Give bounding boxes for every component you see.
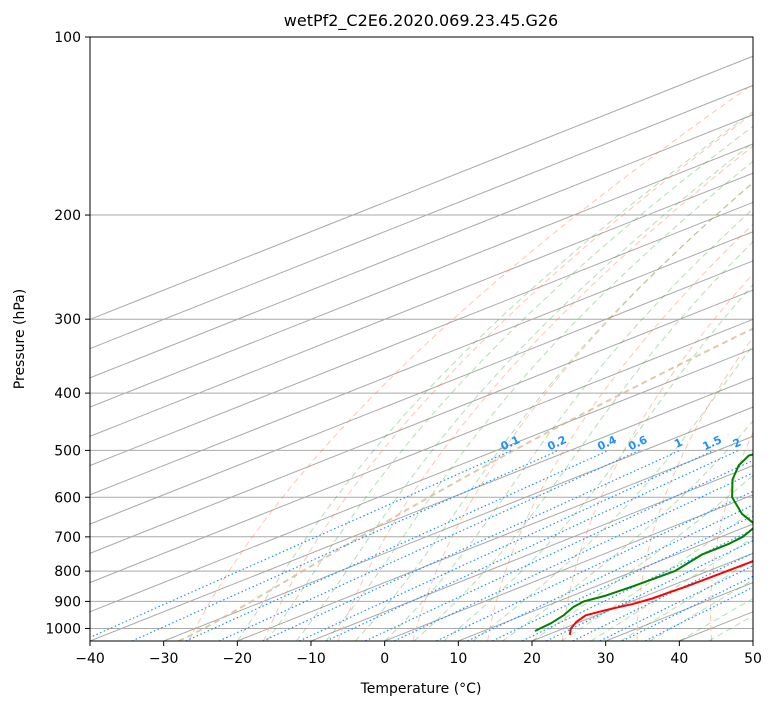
moist-adiabat xyxy=(443,283,753,641)
isotherm-gridline xyxy=(90,260,753,525)
mixing-ratio-line xyxy=(131,449,559,641)
mixing-ratio-line xyxy=(467,504,753,641)
y-tick-label: 100 xyxy=(54,30,81,46)
moist-adiabat xyxy=(708,615,753,641)
dry-adiabat xyxy=(337,145,753,641)
isotherm-gridline xyxy=(90,55,753,320)
x-tick-label: −40 xyxy=(75,651,105,667)
dewpoint-trace xyxy=(534,453,753,632)
x-tick-label: 0 xyxy=(380,651,389,667)
mixing-ratio-line xyxy=(325,449,739,641)
moist-adiabat xyxy=(620,559,753,641)
lcl-reference-curve xyxy=(177,327,753,641)
y-axis-title: Pressure (hPa) xyxy=(12,289,28,389)
mixing-ratio-line xyxy=(298,449,714,641)
mixing-ratio-label: 2 xyxy=(731,436,743,451)
moist-adiabat xyxy=(295,142,753,641)
moist-adiabat xyxy=(472,344,753,641)
mixing-ratio-line xyxy=(572,552,753,641)
mixing-ratio-label: 1 xyxy=(672,436,684,451)
y-tick-label: 700 xyxy=(54,530,81,546)
y-tick-label: 800 xyxy=(54,564,81,580)
mixing-ratio-line xyxy=(644,586,753,641)
y-tick-label: 900 xyxy=(54,594,81,610)
isotherm-gridline xyxy=(90,231,753,496)
y-tick-label: 500 xyxy=(54,443,81,459)
isotherm-gridline xyxy=(752,640,753,641)
temperature-trace xyxy=(568,560,753,635)
mixing-ratio-line xyxy=(365,459,753,641)
isotherm-gridline xyxy=(237,435,753,641)
isotherm-gridline xyxy=(90,172,753,437)
moist-adiabat xyxy=(413,240,753,641)
mixing-ratio-line xyxy=(262,449,681,641)
dry-adiabat xyxy=(561,273,753,641)
x-tick-label: −10 xyxy=(296,651,326,667)
mixing-ratio-line xyxy=(436,490,753,641)
moist-adiabat xyxy=(502,420,753,641)
y-tick-label: 600 xyxy=(54,490,81,506)
x-tick-label: 50 xyxy=(744,651,762,667)
dry-adiabat xyxy=(709,431,753,641)
dry-adiabat xyxy=(636,336,753,641)
moist-adiabat xyxy=(590,537,753,641)
isotherm-gridline xyxy=(90,289,753,554)
plot-frame xyxy=(89,36,754,642)
axes: −40 −30 −20 −10 0 10 20 30 40 50 100 200 300 400 500 60… xyxy=(45,30,762,667)
moist-adiabat xyxy=(384,208,753,641)
isotherm-gridline xyxy=(679,611,753,641)
dry-adiabat xyxy=(263,112,753,641)
moist-adiabat xyxy=(236,111,753,641)
isotherm-gridline xyxy=(531,552,753,641)
moist-adiabat xyxy=(649,579,753,641)
isotherm-gridline xyxy=(458,523,753,641)
mixing-ratio-line xyxy=(622,575,753,641)
x-tick-label: 10 xyxy=(449,651,467,667)
isotherm-gridline xyxy=(90,143,753,408)
x-tick-label: 40 xyxy=(670,651,688,667)
x-axis-title: Temperature (°C) xyxy=(360,681,482,697)
y-tick-label: 200 xyxy=(54,208,81,224)
plot-area: 0.10.20.40.611.52346810131620253036-100-… xyxy=(90,37,775,641)
isotherm-gridline xyxy=(90,84,753,350)
mixing-ratio-line xyxy=(521,528,753,641)
mixing-ratio-line xyxy=(599,564,753,641)
isotherm-gridline xyxy=(90,377,753,641)
x-tick-label: −30 xyxy=(149,651,179,667)
mixing-ratio-line xyxy=(90,449,512,638)
y-tick-label: 400 xyxy=(54,386,81,402)
moist-adiabat xyxy=(561,510,753,641)
x-tick-label: 30 xyxy=(597,651,615,667)
chart-title: wetPf2_C2E6.2020.069.23.45.G26 xyxy=(284,11,558,31)
isotherm-gridline xyxy=(90,318,753,584)
x-tick-label: 20 xyxy=(523,651,541,667)
moist-adiabat xyxy=(325,160,753,641)
isotherm-gridline xyxy=(90,348,753,613)
mixing-ratio-line xyxy=(185,449,609,641)
moist-adiabat xyxy=(531,474,753,641)
mixing-ratio-label: 3 xyxy=(767,436,775,451)
moist-adiabat xyxy=(679,597,753,641)
dry-adiabat xyxy=(412,181,753,641)
y-tick-label: 1000 xyxy=(45,621,81,637)
x-tick-label: −20 xyxy=(223,651,253,667)
isotherm-gridline xyxy=(90,201,753,467)
moist-adiabat xyxy=(266,125,753,641)
isotherm-gridline xyxy=(310,465,753,641)
y-tick-label: 300 xyxy=(54,312,81,328)
isotherm-gridline xyxy=(384,494,753,641)
isotherm-gridline xyxy=(90,114,753,379)
mixing-ratio-line xyxy=(492,515,753,641)
isotherm-gridline xyxy=(163,406,753,641)
mixing-ratio-line xyxy=(218,449,640,641)
moist-adiabat xyxy=(354,182,753,641)
